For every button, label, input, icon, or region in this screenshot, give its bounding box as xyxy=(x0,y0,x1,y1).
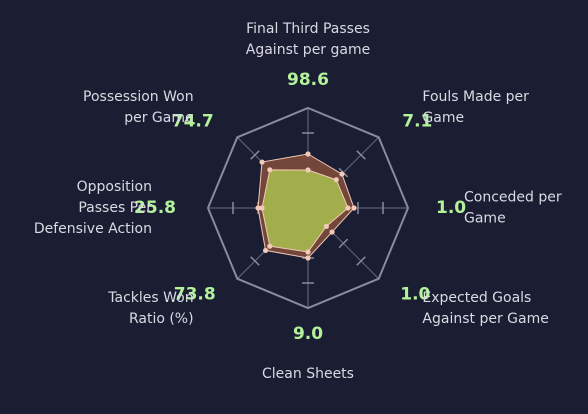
axis-value-label: 74.7 xyxy=(172,112,214,132)
radar-data-point xyxy=(305,249,311,255)
radar-tick xyxy=(356,256,366,266)
axis-label-line: Passes Per xyxy=(78,200,152,216)
radar-series-area xyxy=(261,169,349,253)
axis-label-line: Clean Sheets xyxy=(262,366,354,382)
axis-value-label: 73.8 xyxy=(174,284,216,304)
radar-data-point xyxy=(329,229,335,235)
axis-label: Final Third Passes Against per game xyxy=(246,21,370,58)
radar-data-point xyxy=(345,205,351,211)
axis-label-line: Conceded per xyxy=(464,190,562,206)
axis-label-line: Tackles Won xyxy=(107,290,193,306)
axis-label-line: Against per game xyxy=(246,42,370,58)
axis-label: Tackles Won Ratio (%) xyxy=(107,290,193,327)
axis-label-line: Final Third Passes xyxy=(246,21,370,37)
radar-data-point xyxy=(351,205,357,211)
axis-label-line: Possession Won xyxy=(83,89,194,105)
radar-data-point xyxy=(305,151,311,157)
axis-value-label: 9.0 xyxy=(293,324,323,344)
radar-tick xyxy=(250,256,260,266)
radar-data-point xyxy=(259,159,265,165)
radar-data-point xyxy=(305,167,311,173)
axis-label-line: Ratio (%) xyxy=(129,311,194,327)
radar-data-point xyxy=(305,255,311,261)
radar-data-point xyxy=(267,167,273,173)
axis-label-line: Game xyxy=(464,211,506,227)
axis-value-label: 98.6 xyxy=(287,70,329,90)
axis-label: Clean Sheets xyxy=(262,366,354,382)
axis-label-line: Opposition xyxy=(77,179,152,195)
axis-value-label: 1.0 xyxy=(400,284,430,304)
axis-label-line: Against per Game xyxy=(422,311,548,327)
axis-label: Opposition Passes Per Defensive Action xyxy=(34,179,152,237)
radar-data-point xyxy=(323,223,329,229)
axis-label-line: per Game xyxy=(124,110,193,126)
axis-label: Conceded per Game xyxy=(464,190,562,227)
axis-label-line: Expected Goals xyxy=(422,290,531,306)
axis-label-line: Defensive Action xyxy=(34,221,152,237)
axis-label: Fouls Made per Game xyxy=(422,89,529,126)
radar-tick xyxy=(356,150,366,160)
axis-label-line: Fouls Made per xyxy=(422,89,529,105)
radar-data-point xyxy=(262,247,269,254)
radar-data-point xyxy=(333,177,339,183)
axis-label-line: Game xyxy=(422,110,464,126)
axis-value-label: 7.1 xyxy=(402,112,432,132)
axis-value-label: 1.0 xyxy=(436,198,466,218)
radar-tick xyxy=(338,238,349,249)
radar-data-point xyxy=(255,205,261,211)
radar-data-point xyxy=(259,205,265,211)
radar-data-point xyxy=(339,171,345,177)
axis-label: Possession Won per Game xyxy=(83,89,194,126)
axis-value-label: 25.8 xyxy=(134,198,176,218)
radar-tick xyxy=(250,150,260,160)
axis-label: Expected Goals Against per Game xyxy=(422,290,548,327)
radar-data-point xyxy=(267,243,273,249)
